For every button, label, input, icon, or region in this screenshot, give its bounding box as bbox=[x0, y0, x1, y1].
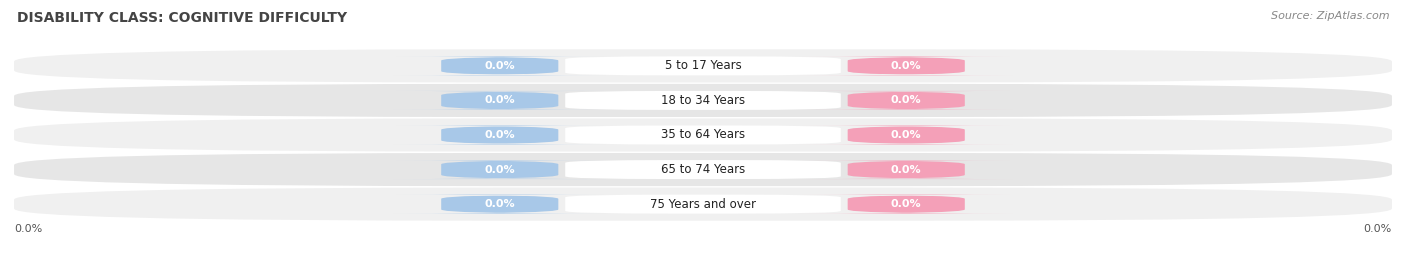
Text: 0.0%: 0.0% bbox=[891, 164, 921, 175]
Text: Source: ZipAtlas.com: Source: ZipAtlas.com bbox=[1271, 11, 1389, 21]
Text: 0.0%: 0.0% bbox=[485, 61, 515, 71]
Text: 0.0%: 0.0% bbox=[891, 95, 921, 106]
FancyBboxPatch shape bbox=[394, 91, 606, 110]
Text: 0.0%: 0.0% bbox=[485, 130, 515, 140]
FancyBboxPatch shape bbox=[565, 91, 841, 110]
Text: 5 to 17 Years: 5 to 17 Years bbox=[665, 59, 741, 72]
FancyBboxPatch shape bbox=[565, 126, 841, 144]
Text: 0.0%: 0.0% bbox=[891, 61, 921, 71]
FancyBboxPatch shape bbox=[394, 126, 606, 144]
Text: 0.0%: 0.0% bbox=[1364, 224, 1392, 234]
FancyBboxPatch shape bbox=[14, 84, 1392, 117]
Text: 0.0%: 0.0% bbox=[891, 199, 921, 209]
Text: 0.0%: 0.0% bbox=[485, 199, 515, 209]
FancyBboxPatch shape bbox=[800, 91, 1012, 110]
FancyBboxPatch shape bbox=[14, 188, 1392, 221]
FancyBboxPatch shape bbox=[565, 160, 841, 179]
Text: 0.0%: 0.0% bbox=[485, 95, 515, 106]
Text: 0.0%: 0.0% bbox=[14, 224, 42, 234]
FancyBboxPatch shape bbox=[565, 56, 841, 75]
Text: 35 to 64 Years: 35 to 64 Years bbox=[661, 129, 745, 141]
Text: 0.0%: 0.0% bbox=[891, 130, 921, 140]
FancyBboxPatch shape bbox=[565, 195, 841, 214]
FancyBboxPatch shape bbox=[800, 56, 1012, 75]
FancyBboxPatch shape bbox=[14, 119, 1392, 151]
Text: 18 to 34 Years: 18 to 34 Years bbox=[661, 94, 745, 107]
FancyBboxPatch shape bbox=[394, 56, 606, 75]
FancyBboxPatch shape bbox=[800, 195, 1012, 214]
Text: 75 Years and over: 75 Years and over bbox=[650, 198, 756, 211]
FancyBboxPatch shape bbox=[394, 160, 606, 179]
Text: 65 to 74 Years: 65 to 74 Years bbox=[661, 163, 745, 176]
FancyBboxPatch shape bbox=[394, 195, 606, 214]
FancyBboxPatch shape bbox=[14, 49, 1392, 82]
Text: 0.0%: 0.0% bbox=[485, 164, 515, 175]
FancyBboxPatch shape bbox=[800, 126, 1012, 144]
FancyBboxPatch shape bbox=[14, 153, 1392, 186]
FancyBboxPatch shape bbox=[800, 160, 1012, 179]
Text: DISABILITY CLASS: COGNITIVE DIFFICULTY: DISABILITY CLASS: COGNITIVE DIFFICULTY bbox=[17, 11, 347, 25]
